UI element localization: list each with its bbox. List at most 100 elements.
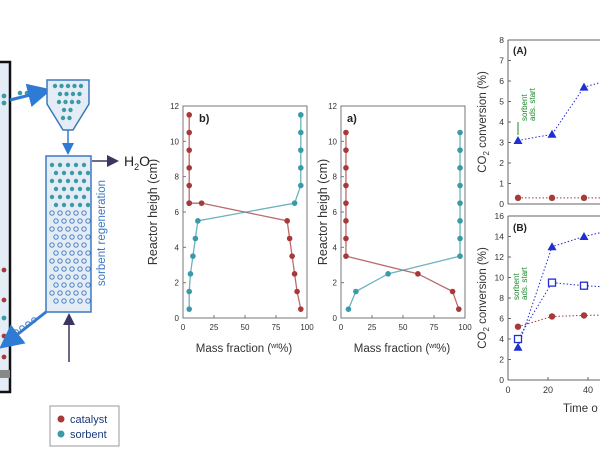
regen-particle [57, 178, 63, 184]
chart-a-series-0-point [343, 200, 349, 206]
chart-b-ytick-label: 0 [175, 314, 180, 323]
chart-b-series-1-point [187, 271, 194, 277]
chart-a-frame [340, 105, 466, 319]
regen-particle [57, 290, 63, 296]
chart-b-series-1-point [195, 218, 201, 224]
chart-a-series-0-point [343, 165, 349, 171]
regen-particle [65, 210, 71, 216]
chart-B-ytick-label: 12 [495, 252, 505, 262]
legend-catalyst-dot [57, 415, 65, 423]
chart-B: (B) CO2 conversion (%) sorbentads. start… [477, 211, 600, 415]
legend-sorbent-label: sorbent [70, 429, 107, 441]
regen-particle [77, 202, 83, 208]
chart-a-xtick-label: 75 [430, 323, 439, 332]
chart-a-series-1-point [457, 200, 463, 206]
chart-a-xtick-label: 100 [458, 323, 472, 332]
chart-B-plot [513, 232, 600, 351]
chart-a-ylabel: Reactor heigh (cm) [316, 159, 330, 265]
regen-particle [85, 202, 91, 208]
regen-particle [73, 178, 79, 184]
regen-particle [85, 250, 91, 256]
hopper-particle [52, 83, 58, 89]
regen-particle [61, 250, 67, 256]
chart-b-series-1-point [192, 235, 199, 242]
regen-particle [57, 258, 63, 264]
chart-b-series-1-point [190, 253, 196, 259]
regen-particle [65, 274, 71, 280]
chart-A-series-0-point [547, 129, 557, 138]
hopper-particles [52, 83, 84, 121]
chart-b-axes: 0 2 4 6 8 10 12 0 25 50 75 100 [170, 102, 314, 332]
chart-A-ytick-label: 7 [499, 56, 504, 66]
regen-particle [69, 170, 75, 176]
chart-a-series-1-point [385, 271, 391, 277]
regen-particle [61, 282, 67, 288]
reactor-bottom-band [0, 370, 10, 378]
regen-particle [61, 186, 67, 192]
regen-particle [81, 242, 87, 248]
hopper-particle [61, 107, 67, 113]
chart-B-series-1-point [547, 278, 557, 287]
regen-particle [69, 282, 75, 288]
regen-particle [77, 250, 83, 256]
chart-A-axes: 0 1 2 3 4 5 6 7 8 [499, 35, 511, 209]
regen-particle [53, 170, 59, 176]
chart-B-series-0-point [579, 232, 589, 240]
chart-b-ytick-label: 8 [175, 173, 180, 182]
regen-particle [77, 266, 83, 272]
chart-a-series-1-point [457, 129, 463, 136]
chart-B-panel-label: (B) [513, 223, 527, 234]
regen-particle [61, 234, 67, 240]
chart-a-ytick-label: 6 [333, 208, 338, 217]
regen-particle [77, 170, 83, 176]
return-dots [13, 317, 37, 335]
chart-b-series-1-point [186, 288, 192, 295]
regen-particle [85, 170, 91, 176]
chart-B-series-2-point [580, 312, 588, 319]
chart-a-ytick-label: 8 [333, 173, 338, 182]
chart-A-ytick-label: 8 [499, 35, 504, 45]
regen-particle [81, 210, 87, 216]
chart-b-plot [186, 112, 304, 312]
regen-particle [73, 226, 79, 232]
chart-a-xtick-label: 25 [368, 323, 377, 332]
chart-B-xtick-label: 0 [505, 385, 510, 395]
chart-B-series-0-line [517, 232, 600, 348]
chart-b-ytick-label: 4 [175, 243, 180, 252]
regen-particle [69, 186, 75, 192]
chart-b-series-1-point [298, 129, 304, 136]
chart-a-series-0-point [343, 147, 349, 153]
chart-b-series-0-point [186, 129, 192, 136]
chart-A-series-1-point [514, 194, 522, 202]
regen-particle [73, 162, 79, 168]
chart-A: (A) CO2 conversion (%) sorbentads. start… [477, 35, 600, 209]
reactor-particle [1, 297, 7, 303]
hopper-particle [77, 91, 82, 97]
regen-particle [73, 274, 79, 280]
main-reactor [0, 60, 12, 394]
chart-a-xtick-label: 0 [339, 323, 344, 332]
chart-b-series-0-point [291, 271, 298, 277]
chart-b-xtick-label: 50 [241, 323, 250, 332]
chart-B-ytick-label: 8 [499, 293, 504, 303]
regen-particle [73, 258, 79, 264]
chart-B-series-1-point [579, 281, 589, 290]
chart-B-ytick-label: 16 [495, 211, 505, 221]
regen-particle [73, 290, 79, 296]
chart-b-series-0-point [294, 288, 300, 295]
legend: catalyst sorbent [49, 405, 120, 447]
regen-particle [53, 234, 59, 240]
regen-particle [53, 266, 59, 272]
chart-A-ytick-label: 3 [499, 138, 504, 148]
regen-particle [69, 266, 75, 272]
chart-b-series-0-point [186, 147, 192, 153]
regen-particle [81, 226, 87, 232]
chart-a-xlabel: Mass fraction (wt%) [354, 343, 451, 355]
chart-A-series-1-point [580, 194, 588, 202]
chart-B-ytick-label: 10 [495, 273, 505, 283]
chart-b-series-1-line [188, 114, 302, 310]
chart-B-annotation: sorbentads. start [512, 266, 529, 300]
chart-b-series-0-point [186, 200, 192, 206]
chart-b-series-0-point [198, 200, 205, 206]
